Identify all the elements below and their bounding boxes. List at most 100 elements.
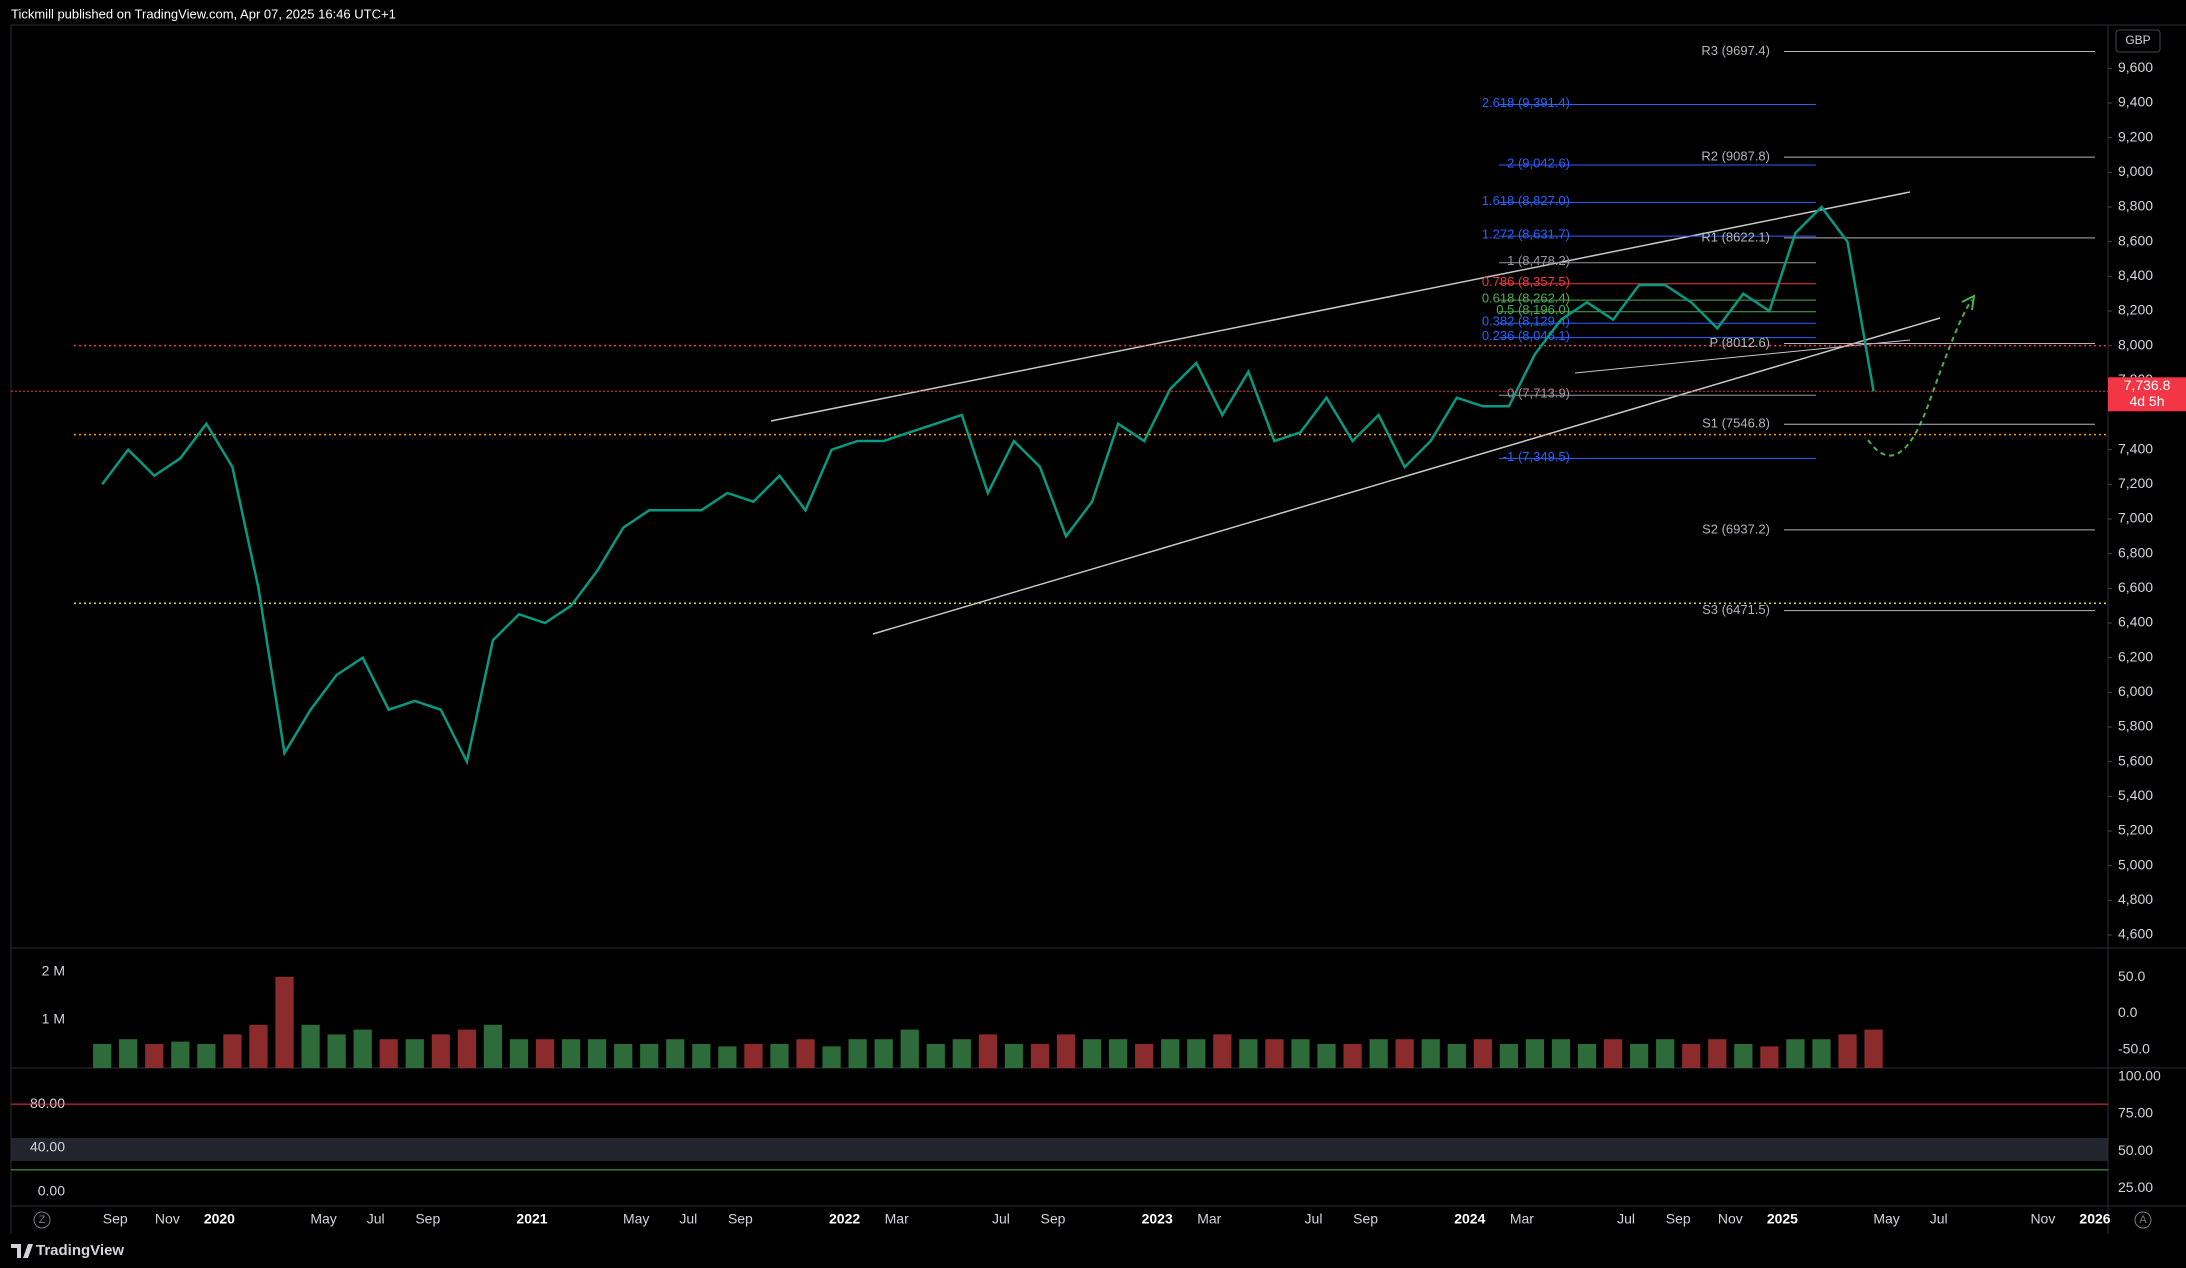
y2-tick-label: 0.0: [2118, 1004, 2138, 1020]
volume-bar: [1239, 1039, 1258, 1068]
x-tick-label: 2022: [829, 1211, 860, 1227]
volume-bar: [1499, 1044, 1518, 1068]
price-line: [101, 205, 1875, 766]
y-tick-label: 8,600: [2118, 232, 2153, 248]
fib-label: 0.786 (8,357.5): [1482, 274, 1570, 289]
y-tick-label: 5,400: [2118, 787, 2153, 803]
volume-bar: [197, 1044, 216, 1068]
volume-bar: [483, 1024, 503, 1068]
volume-bar: [1395, 1039, 1414, 1068]
y-tick-label: 7,200: [2118, 475, 2153, 491]
volume-bar: [718, 1046, 737, 1068]
volume-bar: [145, 1044, 164, 1068]
control-label[interactable]: A: [2139, 1214, 2147, 1226]
y-tick-label: 0.00: [38, 1182, 65, 1198]
volume-bar: [1577, 1044, 1597, 1068]
control-label[interactable]: Z: [39, 1214, 46, 1226]
y-tick-label: 6,000: [2118, 683, 2153, 699]
fib-label: 2.618 (9,391.4): [1482, 95, 1570, 110]
volume-bar: [93, 1044, 112, 1068]
x-tick-label: Jul: [367, 1211, 385, 1227]
fib-label: 0.5 (8,196.0): [1496, 302, 1570, 317]
currency[interactable]: GBP: [2125, 33, 2150, 47]
volume-bar: [770, 1044, 789, 1068]
volume-bar: [1161, 1039, 1180, 1068]
currency-badge[interactable]: [2115, 29, 2161, 53]
volume-bar: [952, 1039, 971, 1068]
volume-bar: [1760, 1046, 1779, 1068]
y-tick-label: 6,200: [2118, 648, 2153, 664]
y-tick-label: 80.00: [30, 1095, 65, 1111]
volume-bar: [1265, 1039, 1284, 1068]
volume-bar: [1291, 1039, 1310, 1068]
volume-bar: [457, 1029, 476, 1068]
y2-tick-label: 50.0: [2118, 968, 2145, 984]
x-tick-label: 2020: [204, 1211, 235, 1227]
x-tick-label: Sep: [728, 1211, 753, 1227]
volume-bar: [1734, 1044, 1753, 1068]
volume-bar: [1343, 1044, 1362, 1068]
y-tick-label: 9,400: [2118, 94, 2153, 110]
y-tick-label: 8,200: [2118, 302, 2153, 318]
x-tick-label: 2021: [516, 1211, 547, 1227]
x-tick-label: Jul: [1930, 1211, 1948, 1227]
last-price-label: 7,736.8: [2124, 377, 2171, 393]
y-tick-label: 7,400: [2118, 440, 2153, 456]
volume-bar: [1004, 1044, 1024, 1068]
fib-label: 0.236 (8,046.1): [1482, 328, 1570, 343]
x-tick-label: Jul: [1617, 1211, 1635, 1227]
control[interactable]: [33, 1211, 51, 1229]
volume-bar: [1369, 1039, 1388, 1068]
x-tick-label: Sep: [1041, 1211, 1066, 1227]
x-tick-label: Jul: [679, 1211, 697, 1227]
volume-bar: [640, 1044, 659, 1068]
countdown: 4d 5h: [2129, 393, 2164, 409]
y2-tick-label: 75.00: [2118, 1105, 2153, 1121]
channel-line: [872, 317, 1941, 635]
volume-bar: [171, 1041, 190, 1068]
fib-label: 0.618 (8,262.4): [1482, 291, 1570, 306]
y-tick-label: 8,800: [2118, 198, 2153, 214]
control[interactable]: [2134, 1211, 2152, 1229]
volume-bar: [561, 1039, 581, 1068]
volume-bar: [588, 1039, 607, 1068]
y-tick-label: 2 M: [42, 963, 65, 979]
pivot-label: R3 (9697.4): [1701, 43, 1770, 58]
x-tick-label: Sep: [1666, 1211, 1691, 1227]
volume-bar: [796, 1039, 815, 1068]
volume-bar: [1473, 1039, 1492, 1068]
y-tick-label: 4,600: [2118, 926, 2153, 942]
volume-bar: [692, 1044, 711, 1068]
y-tick-label: 6,600: [2118, 579, 2153, 595]
x-tick-label: Jul: [1305, 1211, 1323, 1227]
y-tick-label: 9,200: [2118, 128, 2153, 144]
volume-bar: [535, 1039, 555, 1068]
y-tick-label: 5,600: [2118, 752, 2153, 768]
volume-bar: [431, 1034, 450, 1068]
y-tick-label: 5,800: [2118, 718, 2153, 734]
y2-tick-label: -50.0: [2118, 1041, 2150, 1057]
volume-bar: [509, 1039, 529, 1068]
y-tick-label: 8,400: [2118, 267, 2153, 283]
volume-bar: [1708, 1039, 1727, 1068]
volume-bar: [1447, 1044, 1466, 1068]
volume-bar: [353, 1029, 372, 1068]
volume-bar: [275, 976, 294, 1068]
volume-bar: [1551, 1039, 1571, 1068]
x-tick-label: Mar: [1197, 1211, 1221, 1227]
volume-bar: [666, 1039, 685, 1068]
x-tick-label: Nov: [2030, 1211, 2055, 1227]
volume-bar: [1135, 1044, 1154, 1068]
x-tick-label: Sep: [1353, 1211, 1378, 1227]
y-tick-label: 9,600: [2118, 59, 2153, 75]
volume-bar: [327, 1034, 346, 1068]
x-tick-label: 2024: [1454, 1211, 1485, 1227]
x-tick-label: May: [623, 1211, 649, 1227]
volume-bar: [744, 1044, 763, 1068]
fib-label: -1 (7,349.5): [1503, 449, 1570, 464]
volume-bar: [119, 1039, 138, 1068]
y2-tick-label: 25.00: [2118, 1179, 2153, 1195]
fib-label: 2 (9,042.6): [1507, 155, 1570, 170]
